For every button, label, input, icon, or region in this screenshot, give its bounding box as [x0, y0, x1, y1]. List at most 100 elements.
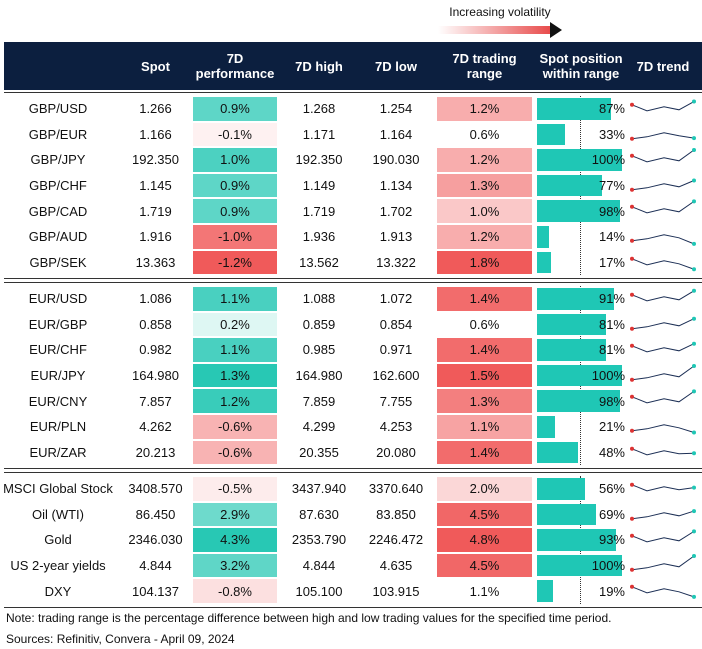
volatility-arrow [438, 22, 562, 38]
spot: 164.980 [132, 368, 179, 384]
position: 21% [598, 419, 625, 435]
trend-sparkline [630, 482, 696, 492]
position-bar [537, 200, 621, 222]
trading-range: 1.3% [437, 389, 532, 413]
position: 33% [598, 126, 625, 142]
low: 162.600 [372, 368, 420, 384]
low: 20.080 [376, 444, 416, 460]
group-line [4, 472, 702, 473]
performance: 0.2% [193, 312, 277, 337]
header-trend: 7D trend [636, 58, 690, 74]
performance: -0.6% [193, 415, 277, 439]
low: 190.030 [372, 152, 420, 168]
trend-sparkline [630, 178, 696, 192]
trading-range: 1.5% [437, 363, 532, 388]
row-name: EUR/JPY [30, 368, 86, 384]
position: 91% [598, 291, 625, 307]
high: 3437.940 [291, 481, 347, 497]
trend-sparkline [630, 529, 696, 543]
position-bar [537, 390, 621, 412]
position-bar [537, 441, 578, 464]
trend-sparkline [630, 508, 696, 521]
position: 77% [598, 178, 625, 194]
header-spot: Spot [141, 58, 170, 74]
row-name: GBP/USD [28, 101, 88, 117]
row-name: GBP/JPY [30, 152, 86, 168]
position-bar [537, 478, 585, 500]
trading-range: 4.5% [437, 553, 532, 578]
row-name: MSCI Global Stock [3, 481, 113, 497]
trading-range: 1.2% [437, 97, 532, 121]
header-range: 7D trading range [452, 51, 517, 81]
high: 4.844 [302, 558, 336, 574]
high: 1.171 [302, 126, 336, 142]
performance: 0.9% [193, 199, 277, 223]
row-name: EUR/PLN [29, 419, 87, 435]
trading-range: 0.6% [437, 122, 532, 147]
trend-sparkline [630, 256, 696, 271]
performance: -0.1% [193, 122, 277, 147]
spot: 0.982 [139, 342, 172, 358]
position-bar [537, 226, 549, 248]
header-performance: 7D performance [195, 51, 275, 81]
trend-sparkline [630, 424, 696, 435]
spot: 13.363 [135, 254, 176, 270]
trend-sparkline [630, 363, 696, 382]
trend-sparkline [630, 199, 696, 214]
spot: 86.450 [135, 506, 176, 522]
high: 0.859 [302, 316, 336, 332]
low: 1.702 [379, 203, 413, 219]
trend-sparkline [630, 99, 696, 112]
trend-sparkline [630, 131, 696, 141]
position-bar [537, 174, 603, 197]
position-bar [537, 288, 615, 310]
group-line [4, 282, 702, 283]
spot: 7.857 [139, 393, 172, 409]
spot: 1.916 [139, 229, 172, 245]
high: 87.630 [299, 506, 339, 522]
position-bar [537, 98, 611, 120]
high: 13.562 [299, 254, 339, 270]
performance: -0.5% [193, 477, 277, 501]
high: 1.268 [302, 101, 336, 117]
row-name: EUR/USD [28, 291, 88, 307]
row-name: GBP/SEK [29, 254, 87, 270]
trend-sparkline [630, 389, 696, 404]
performance: -0.6% [193, 440, 277, 465]
low: 1.134 [379, 178, 413, 194]
trading-range: 0.6% [437, 312, 532, 337]
group-line [4, 607, 702, 608]
performance: 1.1% [193, 287, 277, 311]
spot: 1.266 [139, 101, 172, 117]
position: 98% [598, 203, 625, 219]
spot: 1.719 [139, 203, 172, 219]
high: 105.100 [295, 583, 343, 599]
spot: 4.262 [139, 419, 172, 435]
low: 1.913 [379, 229, 413, 245]
trading-range: 1.4% [437, 440, 532, 465]
low: 13.322 [376, 254, 416, 270]
low: 0.971 [379, 342, 413, 358]
trend-sparkline [630, 446, 696, 455]
row-name: GBP/AUD [28, 229, 88, 245]
position: 93% [598, 532, 625, 548]
performance: 1.2% [193, 389, 277, 413]
position-bar [537, 554, 622, 577]
trading-range: 1.2% [437, 225, 532, 249]
position: 100% [591, 558, 625, 574]
row-name: EUR/ZAR [29, 444, 87, 460]
performance: 0.9% [193, 173, 277, 198]
low: 83.850 [376, 506, 416, 522]
low: 1.072 [379, 291, 413, 307]
position: 17% [598, 254, 625, 270]
low: 3370.640 [368, 481, 424, 497]
spot: 3408.570 [128, 481, 183, 497]
row-name: EUR/CNY [28, 393, 88, 409]
row-name: Gold [44, 532, 72, 548]
high: 4.299 [302, 419, 336, 435]
position: 100% [591, 152, 625, 168]
high: 1.088 [302, 291, 336, 307]
trading-range: 4.5% [437, 502, 532, 527]
header-high: 7D high [295, 58, 343, 74]
